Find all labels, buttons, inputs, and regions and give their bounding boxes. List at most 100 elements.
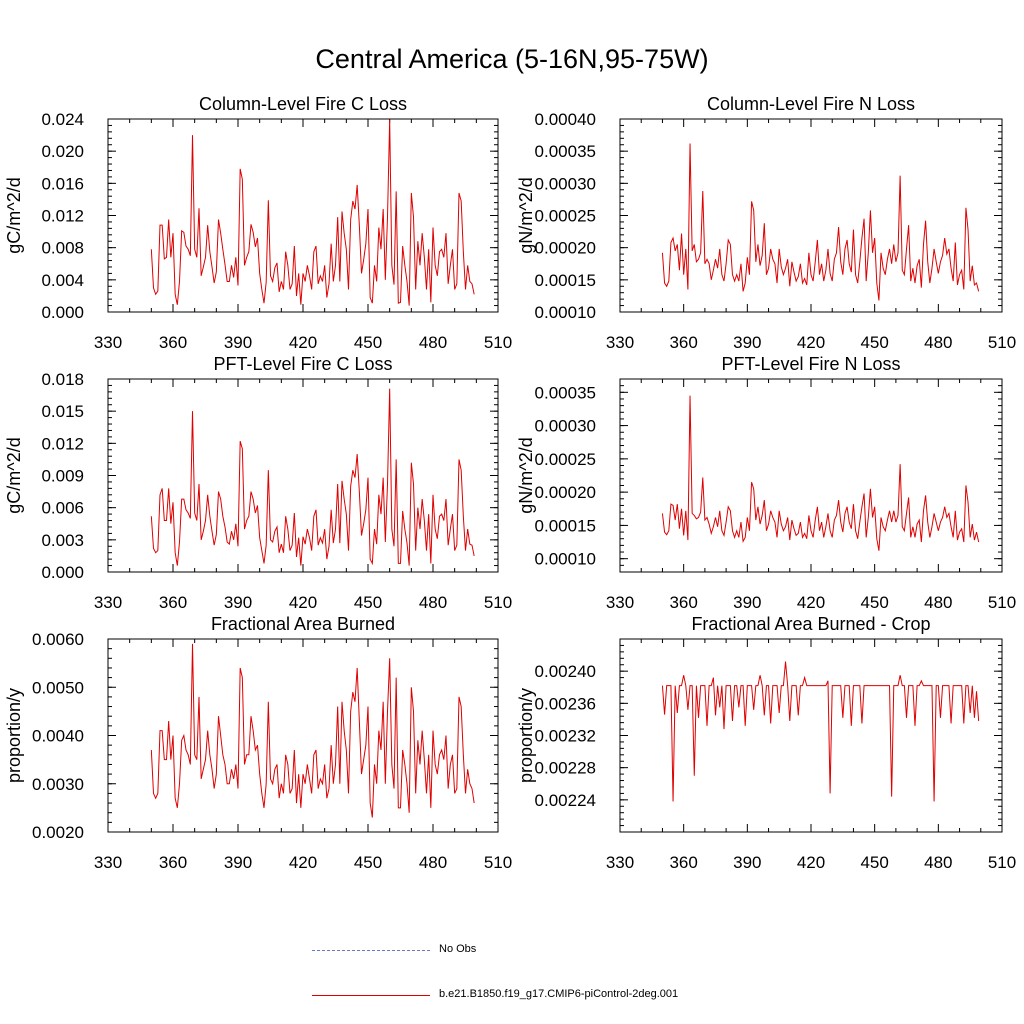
y-tick-label: 0.00010 xyxy=(535,303,596,322)
series-line xyxy=(150,388,475,566)
chart-panel-3: PFT-Level Fire C Loss gC/m^2/d 330 360 390 42… xyxy=(4,354,512,612)
x-tick-label: 420 xyxy=(797,593,825,612)
y-tick-label: 0.00224 xyxy=(535,791,596,810)
y-tick-label: 0.00015 xyxy=(535,271,596,290)
legend-no-obs: No Obs xyxy=(0,942,1024,962)
y-axis-label: gC/m^2/d xyxy=(4,177,24,253)
plot-frame xyxy=(107,118,499,313)
y-tick-label: 0.00020 xyxy=(535,239,596,258)
legend-model-run-label: b.e21.B1850.f19_g17.CMIP6-piControl-2deg… xyxy=(439,988,679,1000)
y-tick-label: 0.003 xyxy=(41,531,84,550)
x-tick-label: 480 xyxy=(924,593,952,612)
legend-model-run-line xyxy=(312,995,430,996)
y-tick-label: 0.004 xyxy=(41,271,84,290)
x-tick-label: 480 xyxy=(924,853,952,872)
y-tick-label: 0.00010 xyxy=(535,550,596,569)
y-tick-label: 0.00030 xyxy=(535,417,596,436)
y-tick-label: 0.008 xyxy=(41,239,84,258)
panel-title: Fractional Area Burned - Crop xyxy=(691,614,930,634)
main-title: Central America (5-16N,95-75W) xyxy=(315,44,709,74)
series-line xyxy=(661,143,980,301)
x-tick-label: 360 xyxy=(159,333,187,352)
series-line xyxy=(661,661,980,802)
x-tick-label: 360 xyxy=(669,333,697,352)
y-tick-label: 0.0020 xyxy=(32,823,84,842)
panel-title: PFT-Level Fire C Loss xyxy=(213,354,392,374)
y-axis-label: gC/m^2/d xyxy=(4,437,24,513)
x-tick-label: 420 xyxy=(289,593,317,612)
x-tick-label: 480 xyxy=(924,333,952,352)
y-tick-label: 0.00240 xyxy=(535,662,596,681)
x-tick-label: 450 xyxy=(354,333,382,352)
y-tick-label: 0.00035 xyxy=(535,142,596,161)
legend-no-obs-label: No Obs xyxy=(439,943,477,955)
series-line xyxy=(661,395,980,551)
chart-panel-5: Fractional Area Burned proportion/y 330 360… xyxy=(4,614,512,872)
y-tick-label: 0.00020 xyxy=(535,483,596,502)
panel-title: Column-Level Fire C Loss xyxy=(199,94,407,114)
x-tick-label: 360 xyxy=(669,853,697,872)
series-line xyxy=(150,643,475,818)
x-tick-label: 450 xyxy=(860,333,888,352)
x-tick-label: 510 xyxy=(988,333,1016,352)
x-tick-label: 390 xyxy=(733,593,761,612)
x-tick-label: 390 xyxy=(224,593,252,612)
plot-frame xyxy=(107,638,499,833)
x-tick-label: 480 xyxy=(419,593,447,612)
chart-panel-6: Fractional Area Burned - Crop proportion/… xyxy=(516,614,1016,872)
y-tick-label: 0.012 xyxy=(41,434,84,453)
y-tick-label: 0.020 xyxy=(41,142,84,161)
x-tick-label: 420 xyxy=(797,853,825,872)
y-tick-label: 0.012 xyxy=(41,207,84,226)
x-tick-label: 330 xyxy=(606,333,634,352)
x-tick-label: 330 xyxy=(606,853,634,872)
y-axis-label: proportion/y xyxy=(4,688,24,783)
x-tick-label: 450 xyxy=(860,853,888,872)
x-tick-label: 360 xyxy=(159,593,187,612)
x-tick-label: 330 xyxy=(94,593,122,612)
x-tick-label: 450 xyxy=(860,593,888,612)
x-tick-label: 390 xyxy=(224,853,252,872)
y-tick-label: 0.0030 xyxy=(32,775,84,794)
chart-panel-2: Column-Level Fire N Loss gN/m^2/d 330 360 39… xyxy=(516,94,1016,352)
panel-title: PFT-Level Fire N Loss xyxy=(721,354,900,374)
chart-panel-1: Column-Level Fire C Loss gC/m^2/d 330 360 39… xyxy=(4,94,512,352)
x-tick-label: 360 xyxy=(669,593,697,612)
y-tick-label: 0.016 xyxy=(41,174,84,193)
y-tick-label: 0.006 xyxy=(41,499,84,518)
y-axis-label: gN/m^2/d xyxy=(516,177,536,253)
y-tick-label: 0.00232 xyxy=(535,727,596,746)
x-tick-label: 420 xyxy=(289,333,317,352)
x-tick-label: 330 xyxy=(94,853,122,872)
y-tick-label: 0.0060 xyxy=(32,630,84,649)
plot-frame xyxy=(619,118,1003,313)
plot-frame xyxy=(619,638,1003,833)
series-line xyxy=(150,119,475,306)
y-tick-label: 0.018 xyxy=(41,370,84,389)
x-tick-label: 480 xyxy=(419,853,447,872)
y-tick-label: 0.00025 xyxy=(535,450,596,469)
y-tick-label: 0.015 xyxy=(41,402,84,421)
x-tick-label: 450 xyxy=(354,593,382,612)
y-axis-label: proportion/y xyxy=(516,688,536,783)
panel-title: Column-Level Fire N Loss xyxy=(707,94,915,114)
y-tick-label: 0.00015 xyxy=(535,516,596,535)
panel-title: Fractional Area Burned xyxy=(211,614,395,634)
plot-frame xyxy=(619,378,1003,573)
x-tick-label: 510 xyxy=(988,593,1016,612)
x-tick-label: 330 xyxy=(94,333,122,352)
y-tick-label: 0.024 xyxy=(41,110,84,129)
x-tick-label: 450 xyxy=(354,853,382,872)
y-tick-label: 0.000 xyxy=(41,303,84,322)
y-tick-label: 0.0050 xyxy=(32,678,84,697)
x-tick-label: 510 xyxy=(484,853,512,872)
x-tick-label: 510 xyxy=(988,853,1016,872)
y-tick-label: 0.00228 xyxy=(535,759,596,778)
x-tick-label: 390 xyxy=(733,333,761,352)
y-tick-label: 0.000 xyxy=(41,563,84,582)
x-tick-label: 390 xyxy=(224,333,252,352)
x-tick-label: 420 xyxy=(289,853,317,872)
y-tick-label: 0.00236 xyxy=(535,694,596,713)
x-tick-label: 510 xyxy=(484,333,512,352)
